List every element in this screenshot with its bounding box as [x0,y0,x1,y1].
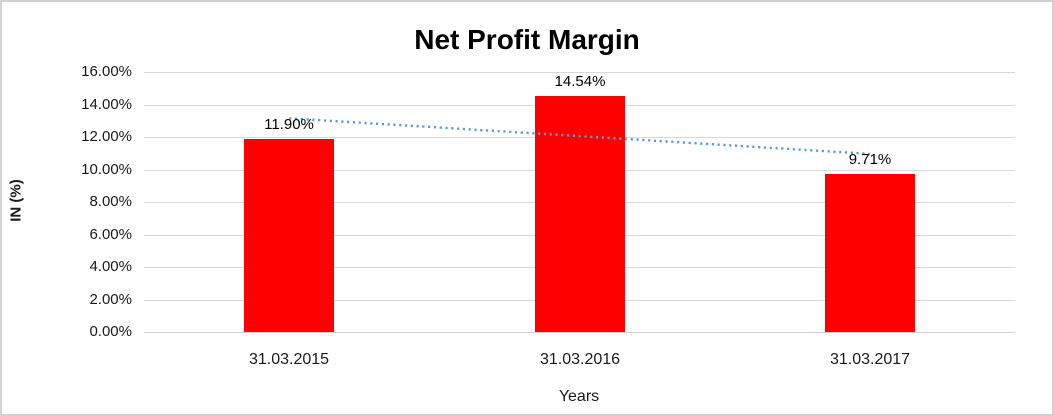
y-tick-label: 14.00% [81,96,132,113]
y-tick-label: 16.00% [81,63,132,80]
y-tick-label: 0.00% [89,323,132,340]
chart-title: Net Profit Margin [414,24,640,55]
data-label-31.03.2015: 11.90% [264,116,314,133]
bar-31.03.2017 [825,174,915,332]
data-label-31.03.2017: 9.71% [848,151,892,168]
bar-31.03.2015 [244,139,334,332]
data-label-31.03.2016: 14.54% [554,73,606,90]
y-tick-label: 2.00% [89,291,132,308]
y-tick-label: 10.00% [81,161,132,178]
y-tick-label: 8.00% [89,193,132,210]
x-category-label: 31.03.2016 [539,351,621,368]
y-axis-title: IN (%) [7,179,25,222]
y-tick-label: 12.00% [81,128,132,145]
gridline [144,72,1015,73]
x-axis-line [144,332,1015,333]
x-category-label: 31.03.2015 [248,351,330,368]
x-category-label: 31.03.2017 [829,351,911,368]
y-tick-label: 6.00% [89,226,132,243]
bar-31.03.2016 [535,96,625,332]
y-tick-label: 4.00% [89,258,132,275]
x-axis-title: Years [558,388,600,405]
